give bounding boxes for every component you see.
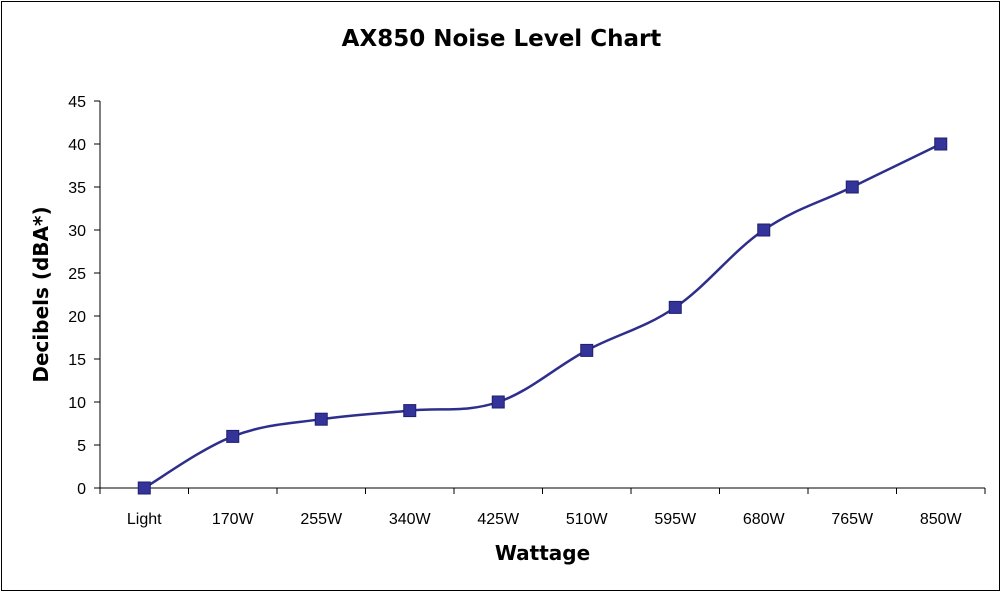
x-tick-labels: Light 170W 255W 340W 425W 510W 595W 680W 765W 850… (127, 511, 963, 528)
y-tick-label: 35 (68, 180, 86, 197)
data-point-marker (226, 429, 240, 443)
data-point-marker (934, 137, 948, 151)
x-tick-label: 255W (300, 511, 343, 528)
x-tick-label: 340W (389, 511, 432, 528)
y-tick-label: 10 (68, 395, 86, 412)
data-point-marker (668, 300, 682, 314)
axes (94, 100, 986, 494)
data-point-marker (137, 481, 151, 495)
x-tick-label: 850W (920, 511, 963, 528)
y-tick-label: 15 (68, 352, 86, 369)
data-point-marker (314, 412, 328, 426)
series-line (143, 142, 942, 490)
data-point-marker (580, 343, 594, 357)
x-tick-label: 595W (654, 511, 697, 528)
series-layer (137, 137, 948, 495)
data-point-marker (845, 180, 859, 194)
data-point-marker (757, 223, 771, 237)
y-tick-label: 25 (68, 266, 86, 283)
x-tick-label: 765W (831, 511, 874, 528)
y-tick-label: 40 (68, 137, 86, 154)
y-axis-title: Decibels (dBA*) (29, 206, 53, 382)
chart-title: AX850 Noise Level Chart (341, 26, 662, 52)
y-tick-label: 45 (68, 94, 86, 111)
x-tick-label: 425W (477, 511, 520, 528)
x-tick-label: 170W (212, 511, 255, 528)
data-point-marker (491, 395, 505, 409)
x-axis-title: Wattage (495, 541, 590, 565)
x-tick-label: 510W (566, 511, 609, 528)
y-tick-label: 0 (77, 481, 86, 498)
x-tick-label: 680W (743, 511, 786, 528)
y-tick-label: 30 (68, 223, 86, 240)
x-tick-label: Light (127, 511, 162, 528)
data-point-marker (403, 404, 417, 418)
y-tick-label: 5 (77, 438, 86, 455)
y-tick-label: 20 (68, 309, 86, 326)
y-tick-labels: 0 5 10 15 20 25 30 35 40 45 (68, 94, 86, 498)
